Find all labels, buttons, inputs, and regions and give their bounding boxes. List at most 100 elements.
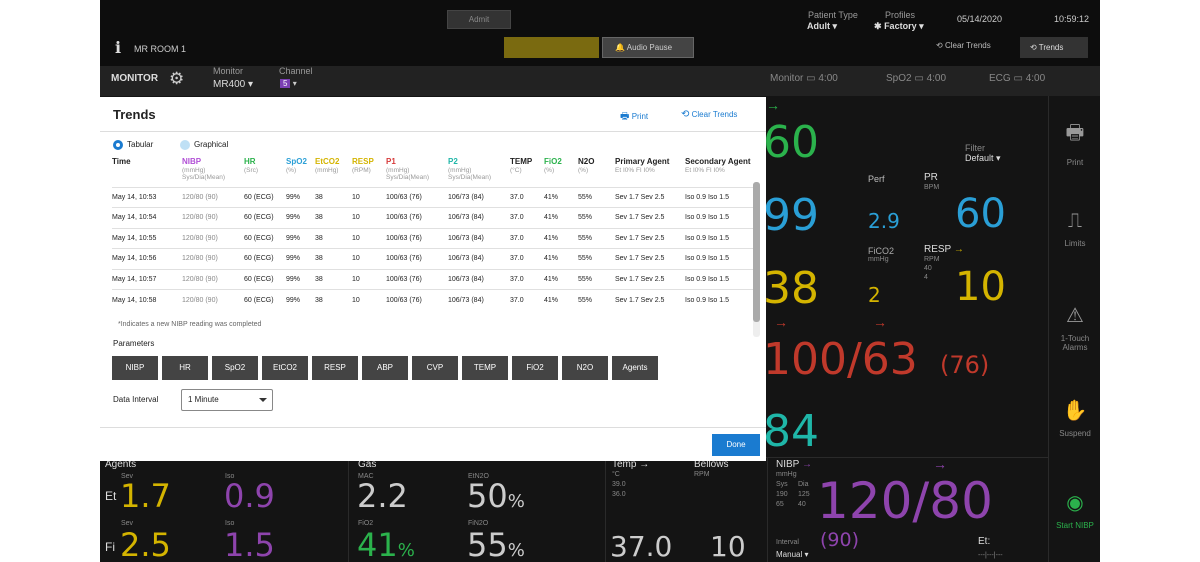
tabular-radio[interactable]: Tabular [113,140,153,150]
table-cell: 38 [315,227,352,249]
table-cell: 55% [578,248,615,269]
table-row[interactable]: May 14, 10:54 120/80 (90) 60 (ECG) 99% 38 10 1… [112,207,757,228]
column-name: HR [244,157,256,166]
table-row[interactable]: May 14, 10:58 120/80 (90) 60 (ECG) 99% 38 10 1… [112,289,757,310]
table-row[interactable]: May 14, 10:55 120/80 (90) 60 (ECG) 99% 38 10 1… [112,227,757,249]
parameter-button[interactable]: NIBP [112,356,158,380]
temp-unit: °C [612,471,620,478]
parameter-button[interactable]: RESP [312,356,358,380]
table-cell: 55% [578,227,615,249]
sev-label: Sev [121,473,134,480]
nibp-cuff-icon: ◉ [1066,492,1084,514]
nibp-value: 120/80 [817,472,993,530]
table-cell: Sev 1.7 Sev 2.5 [615,289,685,310]
panel-divider [767,457,768,562]
filter-select[interactable]: Default ▾ [965,153,1001,163]
limits-button[interactable]: ⎍ Limits [1050,210,1100,248]
monitor-battery: Monitor ▭ 4:00 [770,73,838,84]
clear-trends-button[interactable]: ⟲ Clear Trends [936,41,991,50]
column-header: Primary Agent Et I0% FI I0% [615,157,685,187]
parameter-button[interactable]: EtCO2 [262,356,308,380]
chevron-down-icon [259,398,267,402]
table-row[interactable]: May 14, 10:57 120/80 (90) 60 (ECG) 99% 38 10 1… [112,268,757,290]
monitor-sub-bar: MONITOR ⚙ Monitor MR400 ▾ Channel 5 ▾ Mo… [100,66,1100,96]
table-cell: 120/80 (90) [182,227,244,249]
interval-select[interactable]: Manual ▾ [776,550,809,559]
print-link[interactable]: 🖶 Print [620,111,649,122]
table-cell: May 14, 10:53 [112,186,182,208]
print-button[interactable]: 🖶 Print [1050,118,1100,167]
channel-select[interactable]: 5 ▾ [280,79,297,88]
trends-button[interactable]: ⟲ Trends [1020,37,1088,58]
done-button[interactable]: Done [712,434,760,456]
room-name: MR ROOM 1 [134,44,187,54]
table-cell: May 14, 10:58 [112,289,182,310]
table-cell: 99% [286,248,315,269]
p2-value: 84 [763,406,819,457]
profiles-select[interactable]: ✱ Factory ▾ [874,21,924,31]
admit-button[interactable]: Admit [447,10,511,29]
table-cell: 120/80 (90) [182,289,244,310]
table-cell: Sev 1.7 Sev 2.5 [615,186,685,208]
column-name: FiO2 [544,157,562,166]
table-row[interactable]: May 14, 10:53 120/80 (90) 60 (ECG) 99% 38 10 1… [112,186,757,208]
touch-alarms-button[interactable]: ⚠ 1-Touch Alarms [1050,303,1100,352]
column-name: Primary Agent [615,157,670,166]
parameter-button[interactable]: CVP [412,356,458,380]
ecg-battery: ECG ▭ 4:00 [989,73,1046,84]
clear-trends-link[interactable]: ⟲ Clear Trends [681,109,738,120]
audio-pause-button[interactable]: 🔔 Audio Pause [602,37,694,58]
parameter-button[interactable]: FiO2 [512,356,558,380]
scrollbar-thumb[interactable] [753,182,760,322]
nibp-unit: mmHg [776,471,797,478]
monitor-model-select[interactable]: MR400 ▾ [213,79,254,90]
parameter-button[interactable]: N2O [562,356,608,380]
column-name: Time [112,157,131,166]
table-cell: 120/80 (90) [182,248,244,269]
parameter-button[interactable]: Agents [612,356,658,380]
monitor-label: MONITOR [111,73,159,84]
data-interval-select[interactable]: 1 Minute [181,389,273,411]
column-name: N2O [578,157,595,166]
nibp-sys-high: 190 [776,491,788,498]
table-cell: 10 [352,207,386,228]
table-scrollbar[interactable] [753,182,760,337]
suspend-button[interactable]: ✋ Suspend [1050,398,1100,438]
table-cell: Iso 0.9 Iso 1.5 [685,289,757,310]
sev-label-2: Sev [121,520,134,527]
table-row[interactable]: May 14, 10:56 120/80 (90) 60 (ECG) 99% 38 10 1… [112,248,757,269]
start-nibp-button[interactable]: ◉ Start NIBP [1050,490,1100,530]
table-cell: Sev 1.7 Sev 2.5 [615,268,685,290]
printer-icon: 🖶 [1065,122,1085,144]
bellows-unit: RPM [694,471,710,478]
table-cell: 100/63 (76) [386,186,448,208]
parameter-button[interactable]: SpO2 [212,356,258,380]
gas-label: Gas [358,459,377,470]
table-cell: 38 [315,248,352,269]
alarm-indicator[interactable] [504,37,599,58]
info-icon[interactable]: i [115,38,122,57]
column-unit: (mmHg) [315,167,339,174]
table-cell: 106/73 (84) [448,186,510,208]
fin2o-value: 55% [467,526,525,562]
table-cell: May 14, 10:57 [112,268,182,290]
settings-gear-icon[interactable]: ⚙ [169,69,185,88]
patient-type-select[interactable]: Adult ▾ [807,21,838,31]
trends-dialog: Trends 🖶 Print ⟲ Clear Trends Tabular Gr… [100,97,766,461]
et-right-value: ---|---|--- [978,552,1003,559]
etn2o-value: 50% [467,477,525,515]
table-cell: 37.0 [510,207,544,228]
nibp-dia-high: 125 [798,491,810,498]
parameter-button[interactable]: TEMP [462,356,508,380]
graphical-radio[interactable]: Graphical [180,140,228,150]
parameter-button[interactable]: HR [162,356,208,380]
battery-icon: ▭ [914,73,924,84]
iso-label-2: Iso [225,520,235,527]
abp-arrow-icon-2: → [873,314,887,330]
column-unit: (mmHg) Sys/Dia(Mean) [386,167,429,181]
table-cell: 10 [352,186,386,208]
resp-value: 10 [955,264,1006,310]
patient-type-label: Patient Type [808,10,858,20]
parameter-button[interactable]: ABP [362,356,408,380]
table-cell: 60 (ECG) [244,248,286,269]
